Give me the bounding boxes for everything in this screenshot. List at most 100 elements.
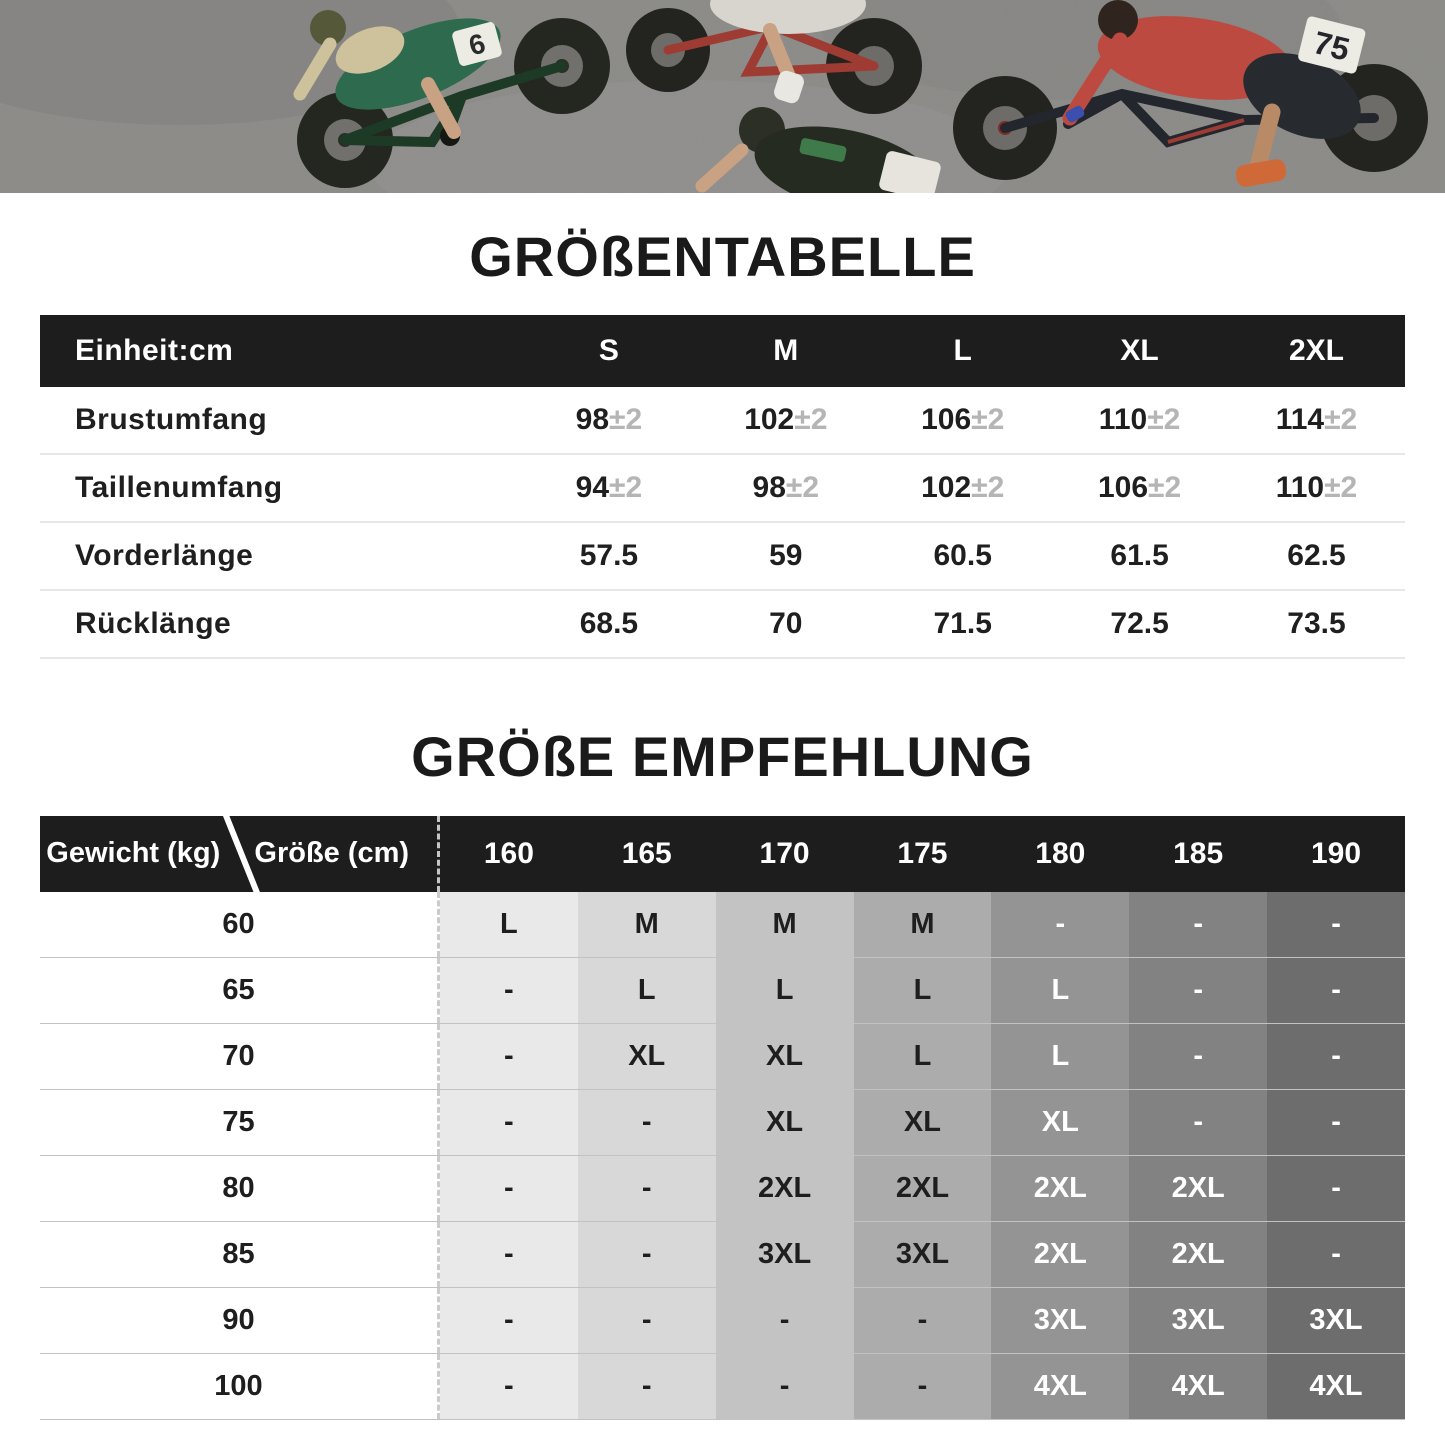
size-table-header: Einheit:cm S M L XL 2XL — [40, 315, 1405, 388]
height-column-header: 160 — [483, 836, 534, 870]
table-cell: 61.5 — [1051, 539, 1228, 573]
table-row: 80- -2XL 2XL 2XL 2XL - — [40, 1155, 1405, 1222]
row-label: Rücklänge — [75, 607, 232, 641]
weight-label: 85 — [40, 1221, 440, 1287]
value: 98 — [752, 471, 786, 505]
value: 110 — [1098, 403, 1148, 437]
value: 114 — [1275, 403, 1325, 437]
size-column-header: 2XL — [1288, 334, 1344, 368]
table-row: 65- L L L L - - — [40, 957, 1405, 1024]
size-table: Einheit:cm S M L XL 2XL Brustumfang 98±2 102±2… — [40, 315, 1405, 660]
table-cell: 106±2 — [1051, 471, 1228, 505]
table-row: 70- XL XL L L - - — [40, 1023, 1405, 1090]
banner-image: 6 — [0, 0, 1445, 193]
table-row: Vorderlänge 57.5 59 60.5 61.5 62.5 — [40, 523, 1405, 592]
size-recommendation-cell: - — [439, 1221, 578, 1287]
size-recommendation-cell: - — [1267, 1089, 1405, 1155]
size-recommendation-cell: L — [853, 1023, 992, 1089]
value: 60.5 — [933, 539, 992, 573]
size-recommendation-cell: - — [1129, 957, 1268, 1023]
table-cell: 110±2 — [1051, 403, 1228, 437]
size-column-header: S — [598, 334, 619, 368]
table-cell: 102±2 — [697, 403, 874, 437]
tolerance: ±2 — [1147, 403, 1181, 437]
table-cell: 59 — [697, 539, 874, 573]
size-recommendation-cell: L — [991, 957, 1130, 1023]
rider-red: 75 — [953, 0, 1428, 187]
size-recommendation-cell: M — [577, 891, 716, 957]
value: 102 — [744, 403, 795, 437]
size-recommendation-cell: L — [715, 957, 854, 1023]
size-recommendation-cell: 3XL — [991, 1287, 1130, 1353]
size-recommendation-cell: 2XL — [853, 1155, 992, 1221]
size-recommendation-cell: - — [853, 1287, 992, 1353]
table-cell: 72.5 — [1051, 607, 1228, 641]
weight-axis-label: Gewicht (kg) — [46, 837, 221, 870]
weight-label: 100 — [40, 1353, 440, 1419]
tolerance: ±2 — [1324, 403, 1358, 437]
corner-cell: Gewicht (kg) Größe (cm) — [40, 815, 440, 892]
size-recommendation-cell: - — [1267, 1155, 1405, 1221]
cycling-photo: 6 — [0, 0, 1445, 193]
size-recommendation-cell: - — [1267, 957, 1405, 1023]
size-recommendation-cell: - — [439, 1287, 578, 1353]
size-recommendation-cell: - — [1267, 1221, 1405, 1287]
size-column-header: L — [953, 334, 972, 368]
value: 68.5 — [579, 607, 639, 641]
height-column-header: 175 — [897, 836, 948, 870]
size-recommendation-cell: - — [577, 1155, 716, 1221]
value: 73.5 — [1287, 607, 1346, 641]
weight-label: 70 — [40, 1023, 440, 1089]
height-column-header: 180 — [1035, 836, 1086, 870]
size-recommendation-cell: - — [991, 891, 1130, 957]
table-row: 85- -3XL 3XL 2XL 2XL - — [40, 1221, 1405, 1288]
weight-label: 80 — [40, 1155, 440, 1221]
value: 94 — [575, 471, 610, 505]
height-column-header: 190 — [1310, 836, 1362, 870]
size-recommendation-cell: 4XL — [1267, 1353, 1405, 1419]
size-recommendation-cell: L — [853, 957, 992, 1023]
size-recommendation-cell: - — [439, 1089, 578, 1155]
recommendation-table-header: Gewicht (kg) Größe (cm) 160 165 170 175 180 1… — [40, 815, 1405, 892]
race-number-6: 6 — [466, 27, 489, 61]
height-axis-label: Größe (cm) — [254, 837, 410, 870]
rider-green: 6 — [293, 10, 610, 188]
size-recommendation-cell: 2XL — [991, 1155, 1130, 1221]
tolerance: ±2 — [1148, 471, 1182, 505]
row-label: Brustumfang — [75, 403, 268, 437]
size-recommendation-cell: - — [577, 1287, 716, 1353]
size-recommendation-cell: 3XL — [1267, 1287, 1405, 1353]
rider-dark — [695, 107, 941, 193]
size-recommendation-cell: L — [577, 957, 716, 1023]
size-recommendation-cell: L — [991, 1023, 1130, 1089]
value: 59 — [769, 539, 803, 573]
recommendation-title: GRÖßE EMPFEHLUNG — [411, 725, 1034, 789]
table-cell: 71.5 — [874, 607, 1051, 641]
size-recommendation-cell: 4XL — [1129, 1353, 1268, 1419]
value: 106 — [921, 403, 972, 437]
size-recommendation-cell: - — [439, 1023, 578, 1089]
table-cell: 68.5 — [520, 607, 697, 641]
table-cell: 102±2 — [874, 471, 1051, 505]
height-column-header: 170 — [759, 836, 810, 870]
size-recommendation-cell: - — [439, 1155, 578, 1221]
table-cell: 62.5 — [1228, 539, 1405, 573]
size-recommendation-cell: - — [1267, 891, 1405, 957]
size-recommendation-cell: 2XL — [991, 1221, 1130, 1287]
value: 110 — [1275, 471, 1325, 505]
size-recommendation-cell: - — [577, 1089, 716, 1155]
recommendation-table-body: 60 L M M M - - -65- L L L L - -70- XL XL L L - -75- - XL XL XL -… — [40, 891, 1405, 1420]
size-recommendation-cell: 2XL — [715, 1155, 854, 1221]
table-row: 60 L M M M - - - — [40, 891, 1405, 958]
size-recommendation-cell: - — [853, 1353, 992, 1419]
value: 62.5 — [1287, 539, 1346, 573]
weight-label: 60 — [40, 891, 440, 957]
row-label: Taillenumfang — [75, 471, 283, 505]
size-recommendation-cell: - — [1129, 891, 1268, 957]
table-cell: 98±2 — [520, 403, 697, 437]
value: 98 — [575, 403, 610, 437]
tolerance: ±2 — [971, 403, 1005, 437]
value: 61.5 — [1110, 539, 1169, 573]
table-cell: 73.5 — [1228, 607, 1405, 641]
size-recommendation-cell: 2XL — [1129, 1155, 1268, 1221]
